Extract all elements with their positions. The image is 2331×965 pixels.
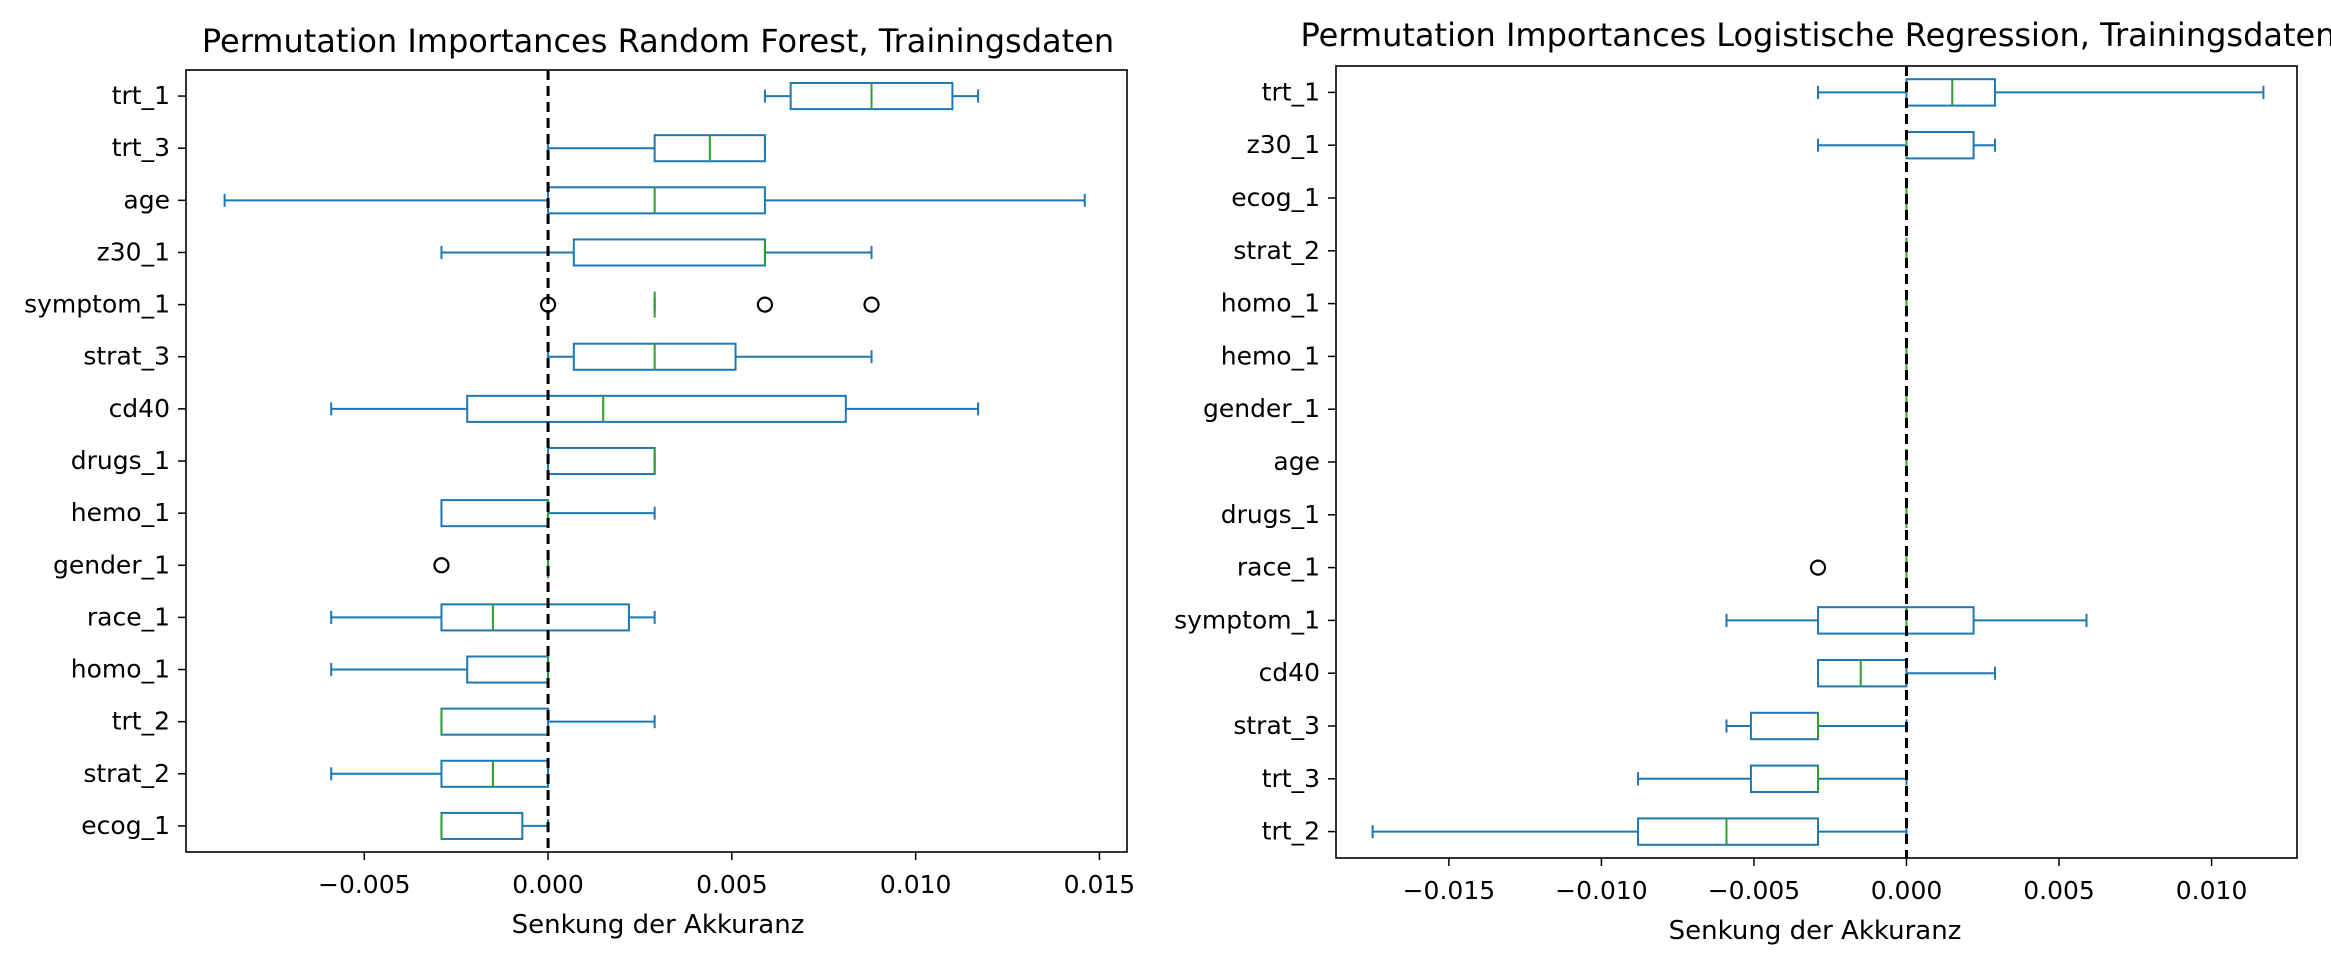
x-tick-label: −0.015: [1403, 876, 1496, 905]
y-tick-label: hemo_1: [1221, 341, 1320, 370]
y-tick-label: cd40: [109, 394, 170, 423]
box-strat_2: [330, 759, 550, 788]
box-trt_2: [1371, 817, 1908, 846]
box-cd40: [330, 394, 980, 423]
x-tick-label: −0.005: [318, 870, 411, 899]
x-tick-label: −0.010: [1555, 876, 1648, 905]
y-tick-label: race_1: [1237, 553, 1320, 582]
box-trt_1: [763, 82, 980, 111]
box-iqr: [1817, 606, 1975, 635]
x-tick-label: 0.010: [2176, 876, 2248, 905]
box-iqr: [440, 759, 550, 788]
x-axis-label: Senkung der Akkuranz: [512, 910, 805, 940]
y-tick-label: symptom_1: [1174, 605, 1320, 634]
y-tick-label: strat_2: [83, 759, 170, 788]
plot-area: −0.015 −0.010 −0.005 0.000 0.005 0.010 trt_1 z3…: [1174, 65, 2298, 905]
x-tick-label: 0.005: [2023, 876, 2095, 905]
box-trt_1: [1817, 78, 2265, 107]
y-tick-label: homo_1: [1221, 289, 1320, 318]
outlier-point: [756, 296, 774, 313]
y-tick-label: symptom_1: [24, 290, 170, 319]
box-race_1: [330, 603, 656, 632]
x-tick-label: 0.000: [512, 870, 584, 899]
y-tick-label: z30_1: [1247, 130, 1320, 159]
y-tick-label: drugs_1: [71, 446, 170, 475]
box-z30_1: [440, 238, 873, 267]
box-strat_3: [547, 342, 873, 371]
x-tick-label: 0.005: [696, 870, 768, 899]
y-tick-label: strat_3: [1233, 711, 1320, 740]
y-tick-label: trt_2: [112, 707, 170, 736]
y-tick-label: trt_2: [1262, 817, 1320, 846]
y-tick-label: race_1: [87, 602, 170, 631]
y-tick-label: z30_1: [97, 237, 170, 266]
box-iqr: [1637, 817, 1820, 846]
y-tick-label: hemo_1: [71, 498, 170, 527]
y-tick-label: gender_1: [53, 550, 170, 579]
outlier-point: [1809, 559, 1827, 576]
y-tick-label: trt_1: [1262, 77, 1320, 106]
y-tick-label: age: [123, 185, 170, 214]
box-iqr: [1817, 659, 1908, 688]
y-tick-label: trt_3: [1262, 764, 1320, 793]
y-tick-label: cd40: [1259, 658, 1320, 687]
x-tick-label: 0.015: [1064, 870, 1136, 899]
y-tick-label: age: [1273, 447, 1320, 476]
y-tick-label: ecog_1: [81, 811, 170, 840]
y-tick-label: gender_1: [1203, 394, 1320, 423]
box-cd40: [1817, 659, 1996, 688]
x-tick-label: −0.005: [1708, 876, 1801, 905]
y-tick-label: strat_2: [1233, 236, 1320, 265]
box-trt_3: [1637, 764, 1908, 793]
chart-title: Permutation Importances Random Forest, T…: [202, 22, 1114, 60]
y-tick-label: drugs_1: [1221, 500, 1320, 529]
logistic-regression-panel: Permutation Importances Logistische Regr…: [1174, 16, 2331, 946]
chart-title: Permutation Importances Logistische Regr…: [1300, 16, 2331, 54]
y-tick-label: trt_3: [112, 133, 170, 162]
y-tick-label: trt_1: [112, 81, 170, 110]
box-trt_2: [440, 707, 656, 736]
outlier-point: [863, 296, 880, 313]
x-tick-label: 0.000: [1871, 876, 1943, 905]
outlier-point: [433, 557, 450, 574]
x-axis-label: Senkung der Akkuranz: [1669, 916, 1962, 946]
random-forest-panel: Permutation Importances Random Forest, T…: [24, 22, 1135, 940]
x-tick-label: 0.010: [880, 870, 952, 899]
box-iqr: [1905, 78, 1996, 107]
y-tick-label: strat_3: [83, 342, 170, 371]
box-iqr: [466, 394, 847, 423]
y-tick-label: ecog_1: [1231, 183, 1320, 212]
y-tick-label: homo_1: [71, 655, 170, 684]
box-iqr: [440, 603, 630, 632]
